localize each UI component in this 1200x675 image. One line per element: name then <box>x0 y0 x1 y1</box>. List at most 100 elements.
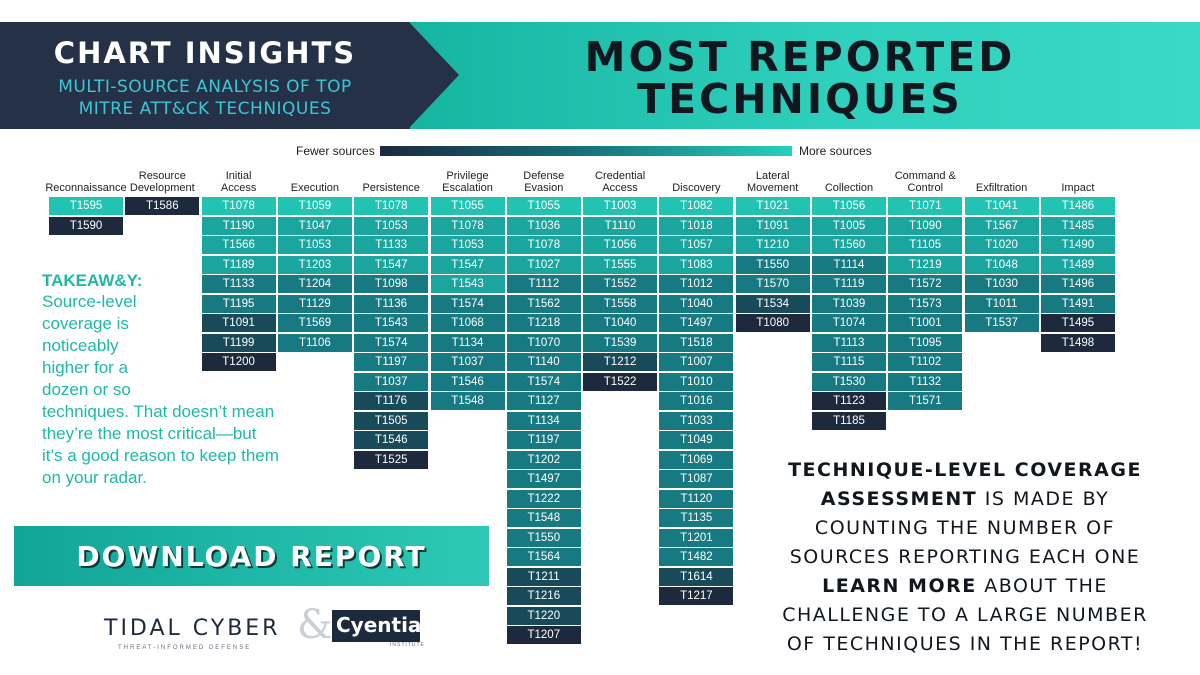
download-report-button[interactable]: DOWNLOAD REPORT <box>14 526 489 586</box>
technique-cell: T1078 <box>354 197 429 215</box>
technique-cell: T1129 <box>277 294 352 313</box>
technique-cell: T1190 <box>201 216 276 235</box>
technique-cell: T1491 <box>1040 294 1115 313</box>
technique-cell: T1571 <box>888 392 963 410</box>
technique-cell: T1574 <box>430 294 505 313</box>
technique-cell: T1120 <box>659 489 734 508</box>
technique-cell: T1548 <box>506 509 581 527</box>
technique-cell: T1091 <box>735 216 810 235</box>
technique-cell: T1497 <box>659 314 734 332</box>
cyentia-wordmark: Cyentia <box>336 613 422 637</box>
technique-cell: T1136 <box>354 294 429 313</box>
technique-cell: T1091 <box>201 314 276 332</box>
technique-cell: T1113 <box>812 333 886 352</box>
technique-cell: T1574 <box>354 333 429 352</box>
technique-cell: T1546 <box>354 431 429 449</box>
header-arrow <box>409 22 459 128</box>
technique-cell: T1217 <box>659 587 734 605</box>
technique-cell: T1558 <box>583 294 658 313</box>
technique-cell: T1614 <box>659 567 734 586</box>
technique-cell: T1489 <box>1040 255 1115 274</box>
column-header: Lateral Movement <box>747 170 799 194</box>
technique-cell: T1048 <box>964 255 1039 274</box>
technique-cell: T1572 <box>888 275 963 293</box>
technique-cell: T1590 <box>49 216 123 235</box>
note-line: SOURCES REPORTING EACH ONE <box>789 546 1141 568</box>
ampersand-mark: & <box>297 602 333 648</box>
technique-cell: T1134 <box>506 411 581 430</box>
technique-cell: T1087 <box>659 470 734 488</box>
tidal-cyber-tagline: THREAT-INFORMED DEFENSE <box>118 645 252 651</box>
technique-cell: T1037 <box>430 353 505 371</box>
legend-gradient-bar <box>380 146 792 156</box>
note-line[interactable]: LEARN MORE ABOUT THE <box>760 572 1170 601</box>
technique-cell: T1522 <box>583 372 658 391</box>
technique-cell: T1007 <box>659 353 734 371</box>
technique-cell: T1211 <box>506 567 581 586</box>
technique-cell: T1212 <box>583 353 658 371</box>
technique-cell: T1083 <box>659 255 734 274</box>
technique-cell: T1127 <box>506 392 581 410</box>
technique-cell: T1562 <box>506 294 581 313</box>
takeaway-line: coverage is <box>42 314 129 333</box>
technique-cell: T1021 <box>735 197 810 215</box>
technique-cell: T1189 <box>201 255 276 274</box>
technique-cell: T1574 <box>506 372 581 391</box>
download-report-label: DOWNLOAD REPORT <box>76 539 427 573</box>
takeaway-line: Source-level <box>42 292 137 311</box>
column-header: Impact <box>1061 182 1095 194</box>
column-header: Reconnaissance <box>45 182 127 194</box>
technique-cell: T1115 <box>812 353 886 371</box>
technique-cell: T1078 <box>201 197 276 215</box>
cyentia-tagline: INSTITUTE <box>390 642 425 648</box>
column-header: Command & Control <box>894 170 956 194</box>
technique-cell: T1560 <box>812 236 886 254</box>
column-header: Exfiltration <box>975 182 1028 194</box>
technique-cell: T1082 <box>659 197 734 215</box>
header-subtitle-line2: MITRE ATT&CK TECHNIQUES <box>78 99 332 119</box>
technique-cell: T1530 <box>812 372 886 391</box>
technique-cell: T1049 <box>659 431 734 449</box>
technique-cell: T1134 <box>430 333 505 352</box>
technique-cell: T1586 <box>125 197 200 215</box>
technique-cell: T1012 <box>659 275 734 293</box>
technique-cell: T1204 <box>277 275 352 293</box>
technique-cell: T1176 <box>354 392 429 410</box>
technique-cell: T1036 <box>506 216 581 235</box>
technique-cell: T1053 <box>354 216 429 235</box>
technique-cell: T1011 <box>964 294 1039 313</box>
note-line: OF TECHNIQUES IN THE REPORT! <box>786 633 1144 655</box>
technique-cell: T1033 <box>659 411 734 430</box>
takeaway-line: dozen or so <box>42 380 131 399</box>
note-text: ABOUT THE <box>976 575 1108 597</box>
technique-cell: T1030 <box>964 275 1039 293</box>
learn-more-link[interactable]: LEARN MORE <box>822 575 977 597</box>
technique-cell: T1567 <box>964 216 1039 235</box>
tidal-cyber-logo: TIDAL CYBER THREAT-INFORMED DEFENSE <box>104 612 304 652</box>
technique-cell: T1123 <box>812 392 886 410</box>
note-line: CHALLENGE TO A LARGE NUMBER <box>782 604 1148 626</box>
technique-cell: T1222 <box>506 489 581 508</box>
takeaway-line: noticeably <box>42 336 119 355</box>
technique-cell: T1495 <box>1040 314 1115 332</box>
technique-cell: T1525 <box>354 450 429 469</box>
technique-cell: T1133 <box>354 236 429 254</box>
technique-cell: T1098 <box>354 275 429 293</box>
technique-cell: T1486 <box>1040 197 1115 215</box>
technique-cell: T1490 <box>1040 236 1115 254</box>
technique-cell: T1068 <box>430 314 505 332</box>
technique-cell: T1569 <box>277 314 352 332</box>
technique-cell: T1102 <box>888 353 963 371</box>
technique-cell: T1537 <box>964 314 1039 332</box>
technique-cell: T1546 <box>430 372 505 391</box>
legend-fewer-label: Fewer sources <box>296 144 375 158</box>
technique-cell: T1070 <box>506 333 581 352</box>
technique-cell: T1496 <box>1040 275 1115 293</box>
technique-cell: T1003 <box>583 197 658 215</box>
technique-cell: T1547 <box>354 255 429 274</box>
takeaway-body: Source-level coverage is noticeably high… <box>42 291 279 489</box>
column-header: Discovery <box>672 182 721 194</box>
technique-cell: T1200 <box>201 353 276 371</box>
technique-cell: T1055 <box>506 197 581 215</box>
